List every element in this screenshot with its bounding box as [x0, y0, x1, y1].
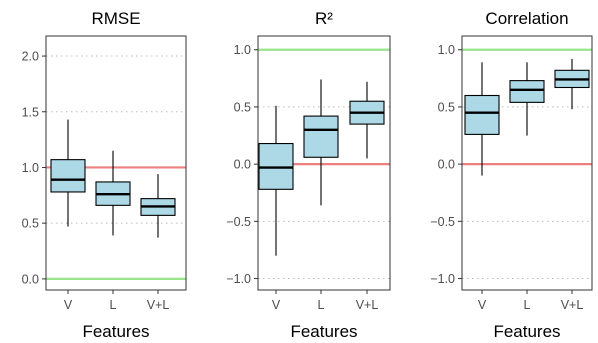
box-L [509, 80, 545, 103]
panel-border [257, 35, 391, 291]
x-axis-label: Features [290, 322, 357, 341]
box-V [464, 94, 500, 135]
y-tick-label: 1.0 [22, 161, 39, 175]
panel-border [461, 35, 593, 291]
y-tick-label: 0.5 [234, 100, 251, 114]
y-tick-label: 2.0 [22, 50, 39, 64]
panel-3: Correlation −1.0 −0.5 0.0 0.5 1.0 V L V+LFeature… [430, 9, 593, 341]
panel-title: R² [315, 9, 333, 28]
panel-1: RMSE 0.0 0.5 1.0 1.5 2.0 V L V+L Features [22, 9, 187, 341]
y-tick-label: 0.0 [234, 158, 251, 172]
x-tick-label: V [64, 298, 73, 312]
panel-title: RMSE [91, 9, 140, 28]
y-tick-label: −1.0 [430, 272, 455, 286]
x-tick-label: L [524, 298, 531, 312]
x-tick-label: V [478, 298, 487, 312]
box-L [303, 115, 339, 158]
x-tick-label: V+L [356, 298, 379, 312]
x-tick-label: V+L [561, 298, 584, 312]
y-tick-label: −1.0 [226, 272, 251, 286]
y-tick-label: 0.0 [438, 158, 455, 172]
y-tick-label: −0.5 [430, 215, 455, 229]
x-tick-label: L [318, 298, 325, 312]
x-tick-label: V [272, 298, 281, 312]
panel-border [45, 35, 187, 291]
panel-title: Correlation [485, 9, 568, 28]
x-axis-label: Features [493, 322, 560, 341]
box-V [50, 159, 86, 193]
y-tick-label: 1.0 [438, 43, 455, 57]
x-tick-label: L [110, 298, 117, 312]
y-tick-label: 0.0 [22, 272, 39, 286]
y-tick-label: 1.5 [22, 105, 39, 119]
y-tick-label: 1.0 [234, 43, 251, 57]
x-tick-label: V+L [147, 298, 170, 312]
y-tick-label: 0.5 [438, 100, 455, 114]
y-tick-label: 0.5 [22, 217, 39, 231]
y-tick-label: −0.5 [226, 215, 251, 229]
x-axis-label: Features [82, 322, 149, 341]
panel-2: R² −1.0 −0.5 0.0 0.5 1.0 V L V+L Features [226, 9, 391, 341]
